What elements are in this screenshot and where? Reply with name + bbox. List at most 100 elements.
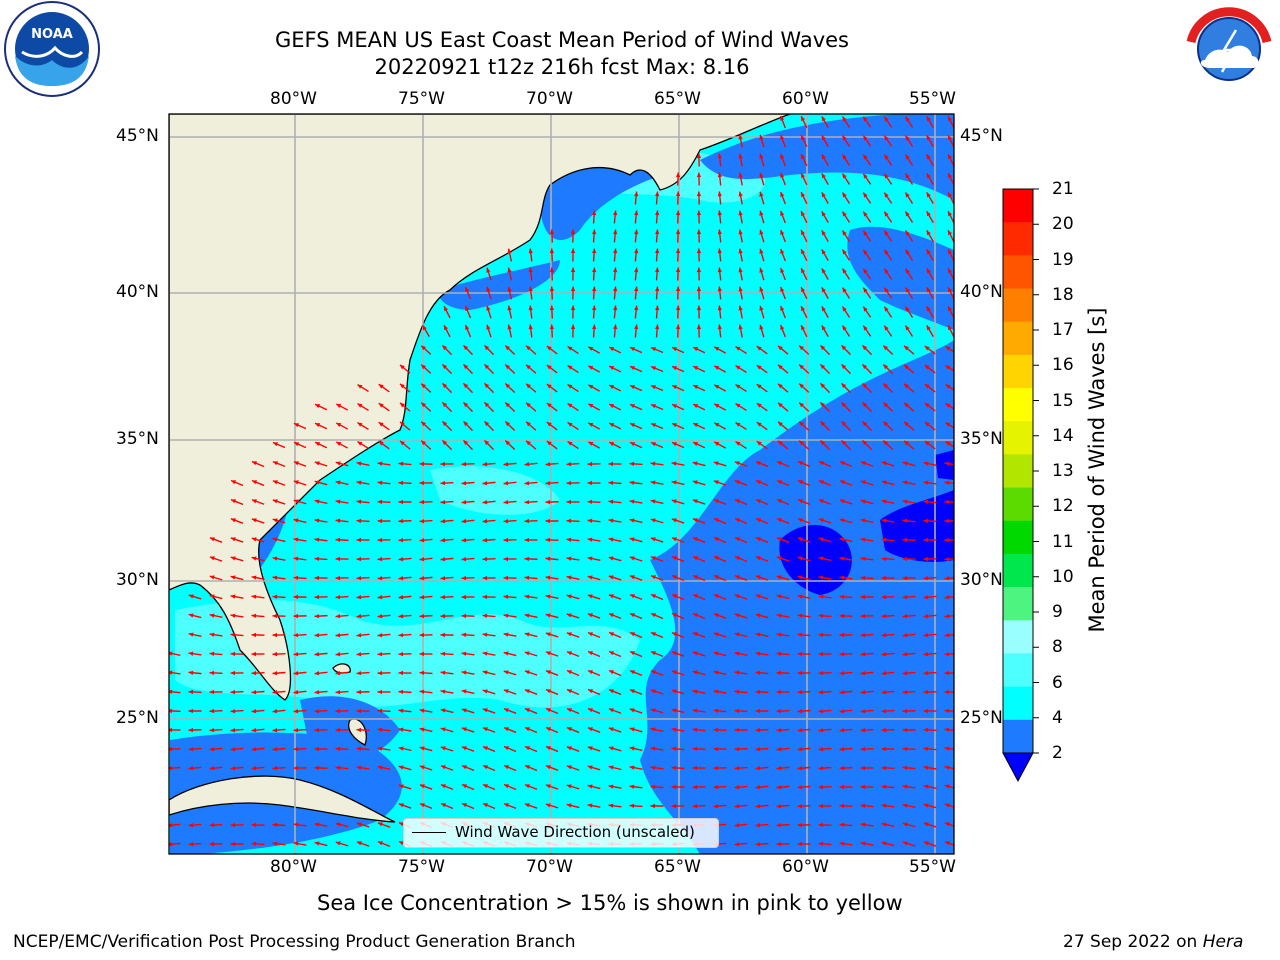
wave-direction-arrowhead <box>671 784 677 790</box>
wave-direction-arrowhead <box>801 268 806 274</box>
wave-direction-arrowhead <box>587 518 593 523</box>
wave-direction-arrowhead <box>860 594 866 600</box>
wave-direction-arrowhead <box>419 689 425 694</box>
wave-direction-arrowhead <box>357 384 363 389</box>
wave-direction-arrowhead <box>482 519 488 524</box>
lat-tick-left-35n: 35°N <box>116 429 159 449</box>
wave-direction-arrowhead <box>335 594 341 600</box>
colorbar <box>1003 188 1039 754</box>
wave-direction-arrowhead <box>484 402 490 408</box>
wave-direction-arrowhead <box>169 727 173 733</box>
wave-direction-arrowhead <box>357 403 363 408</box>
wave-direction-arrowhead <box>777 364 783 370</box>
wave-direction-arrowhead <box>272 670 278 676</box>
wave-direction-arrowhead <box>776 575 782 580</box>
wave-direction-arrowhead <box>378 422 384 427</box>
wave-direction-arrowhead <box>944 746 950 751</box>
wave-direction-arrowhead <box>629 575 635 580</box>
wave-direction-arrowhead <box>335 822 341 827</box>
wave-direction-arrowhead <box>650 651 656 656</box>
wave-direction-arrowhead <box>482 556 488 562</box>
wave-direction-arrowhead <box>821 249 826 255</box>
wave-direction-arrowhead <box>881 784 887 789</box>
wave-direction-arrowhead <box>948 154 953 160</box>
wave-direction-arrowhead <box>842 230 847 236</box>
colorbar-segment <box>1003 255 1033 290</box>
wave-direction-arrowhead <box>944 556 950 562</box>
wave-direction-arrowhead <box>566 727 572 732</box>
wave-direction-arrowhead <box>650 632 656 637</box>
wave-direction-arrowhead <box>314 461 320 466</box>
wave-direction-arrowhead <box>675 324 681 330</box>
wave-direction-arrowhead <box>440 575 446 581</box>
colorbar-segment <box>1003 288 1033 323</box>
wave-direction-arrowhead <box>717 248 722 254</box>
wave-direction-arrowhead <box>755 556 761 561</box>
wave-direction-arrowhead <box>398 689 404 695</box>
colorbar-tick-label: 19 <box>1052 249 1074 270</box>
wave-direction-arrowhead <box>863 249 868 255</box>
wave-direction-arrowhead <box>923 746 929 751</box>
wave-direction-arrowhead <box>377 499 383 505</box>
wave-direction-arrowhead <box>314 822 320 827</box>
wave-direction-arrowhead <box>780 305 785 311</box>
lon-tick-top-65w: 65°W <box>654 89 701 109</box>
wave-direction-arrowhead <box>738 134 743 140</box>
wave-direction-arrowhead <box>923 822 929 827</box>
wave-direction-arrowhead <box>545 556 551 561</box>
wave-direction-arrowhead <box>818 499 824 504</box>
wave-direction-arrowhead <box>461 765 467 770</box>
wave-direction-arrowhead <box>251 594 257 599</box>
wave-direction-arrowhead <box>356 822 362 827</box>
wave-direction-arrowhead <box>587 632 593 637</box>
colorbar-segment <box>1003 520 1033 555</box>
wave-direction-arrowhead <box>672 347 678 352</box>
wave-direction-arrowhead <box>357 422 363 427</box>
wave-direction-arrowhead <box>759 248 764 254</box>
wave-direction-arrowhead <box>398 727 404 732</box>
wave-direction-arrowhead <box>713 670 719 675</box>
wave-direction-arrowhead <box>461 538 467 543</box>
wave-direction-arrowhead <box>482 689 488 694</box>
wave-direction-arrowhead <box>692 689 698 694</box>
wave-direction-arrowhead <box>797 766 803 771</box>
wave-direction-arrowhead <box>755 746 761 752</box>
wave-direction-arrowhead <box>398 518 404 524</box>
wave-direction-arrowhead <box>675 286 681 292</box>
colorbar-tick-label: 6 <box>1052 672 1063 693</box>
colorbar-segment <box>1003 653 1033 688</box>
wave-direction-arrowhead <box>629 594 635 599</box>
wave-direction-arrowhead <box>524 632 530 637</box>
wave-direction-arrowhead <box>356 595 362 600</box>
wave-direction-arrowhead <box>463 345 469 351</box>
wave-direction-arrowhead <box>948 268 953 274</box>
wave-direction-arrowhead <box>801 325 806 331</box>
wave-direction-arrowhead <box>461 575 467 581</box>
wind-wave-direction-arrows <box>169 115 954 848</box>
wave-direction-arrowhead <box>419 746 425 751</box>
wave-direction-arrowhead <box>528 248 533 254</box>
colorbar-tick-label: 14 <box>1052 425 1074 446</box>
wave-direction-arrowhead <box>421 421 427 427</box>
wave-direction-arrowhead <box>525 727 531 732</box>
wave-direction-arrowhead <box>692 537 698 542</box>
wave-direction-arrowhead <box>672 442 678 447</box>
wave-direction-arrowhead <box>629 556 635 561</box>
wave-direction-arrowhead <box>461 670 467 675</box>
wave-direction-arrowhead <box>884 306 889 312</box>
wave-direction-arrowhead <box>566 461 572 467</box>
wave-direction-arrowhead <box>738 267 743 273</box>
wave-direction-arrowhead <box>315 423 321 428</box>
wave-direction-arrowhead <box>169 670 173 675</box>
wave-direction-arrowhead <box>944 841 950 846</box>
wave-direction-arrowhead <box>675 191 681 197</box>
wave-direction-arrowhead <box>821 192 826 198</box>
wave-direction-arrowhead <box>799 440 805 446</box>
lat-tick-left-25n: 25°N <box>116 708 159 728</box>
lon-tick-bottom-60w: 60°W <box>782 857 829 877</box>
wave-direction-arrowhead <box>209 651 215 656</box>
wave-direction-arrowhead <box>904 440 909 446</box>
wave-direction-arrowhead <box>818 575 824 580</box>
wave-direction-arrowhead <box>440 784 446 789</box>
wave-direction-arrowhead <box>948 135 953 141</box>
